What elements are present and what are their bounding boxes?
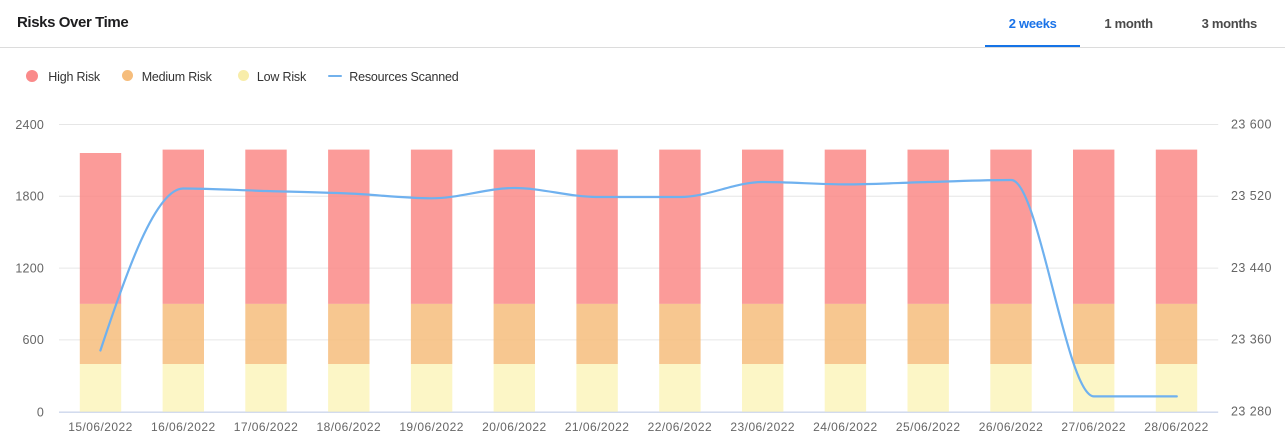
svg-text:600: 600 xyxy=(23,333,44,347)
svg-text:2400: 2400 xyxy=(15,118,44,132)
svg-text:16/06/2022: 16/06/2022 xyxy=(151,420,216,434)
svg-text:28/06/2022: 28/06/2022 xyxy=(1144,420,1209,434)
svg-text:23 440: 23 440 xyxy=(1231,261,1272,275)
svg-text:26/06/2022: 26/06/2022 xyxy=(979,420,1044,434)
svg-text:1200: 1200 xyxy=(15,261,44,275)
svg-text:18/06/2022: 18/06/2022 xyxy=(317,420,382,434)
svg-text:22/06/2022: 22/06/2022 xyxy=(648,420,713,434)
svg-text:23/06/2022: 23/06/2022 xyxy=(730,420,795,434)
svg-text:23 520: 23 520 xyxy=(1231,189,1272,203)
svg-text:23 280: 23 280 xyxy=(1231,405,1272,419)
svg-text:15/06/2022: 15/06/2022 xyxy=(68,420,133,434)
svg-text:0: 0 xyxy=(37,406,44,420)
svg-text:25/06/2022: 25/06/2022 xyxy=(896,420,961,434)
svg-text:23 600: 23 600 xyxy=(1231,117,1272,131)
svg-text:17/06/2022: 17/06/2022 xyxy=(234,420,299,434)
svg-text:1800: 1800 xyxy=(15,190,44,204)
svg-text:19/06/2022: 19/06/2022 xyxy=(399,420,464,434)
svg-text:27/06/2022: 27/06/2022 xyxy=(1061,420,1126,434)
svg-text:21/06/2022: 21/06/2022 xyxy=(565,420,630,434)
svg-text:24/06/2022: 24/06/2022 xyxy=(813,420,878,434)
svg-text:23 360: 23 360 xyxy=(1231,333,1272,347)
svg-text:20/06/2022: 20/06/2022 xyxy=(482,420,547,434)
